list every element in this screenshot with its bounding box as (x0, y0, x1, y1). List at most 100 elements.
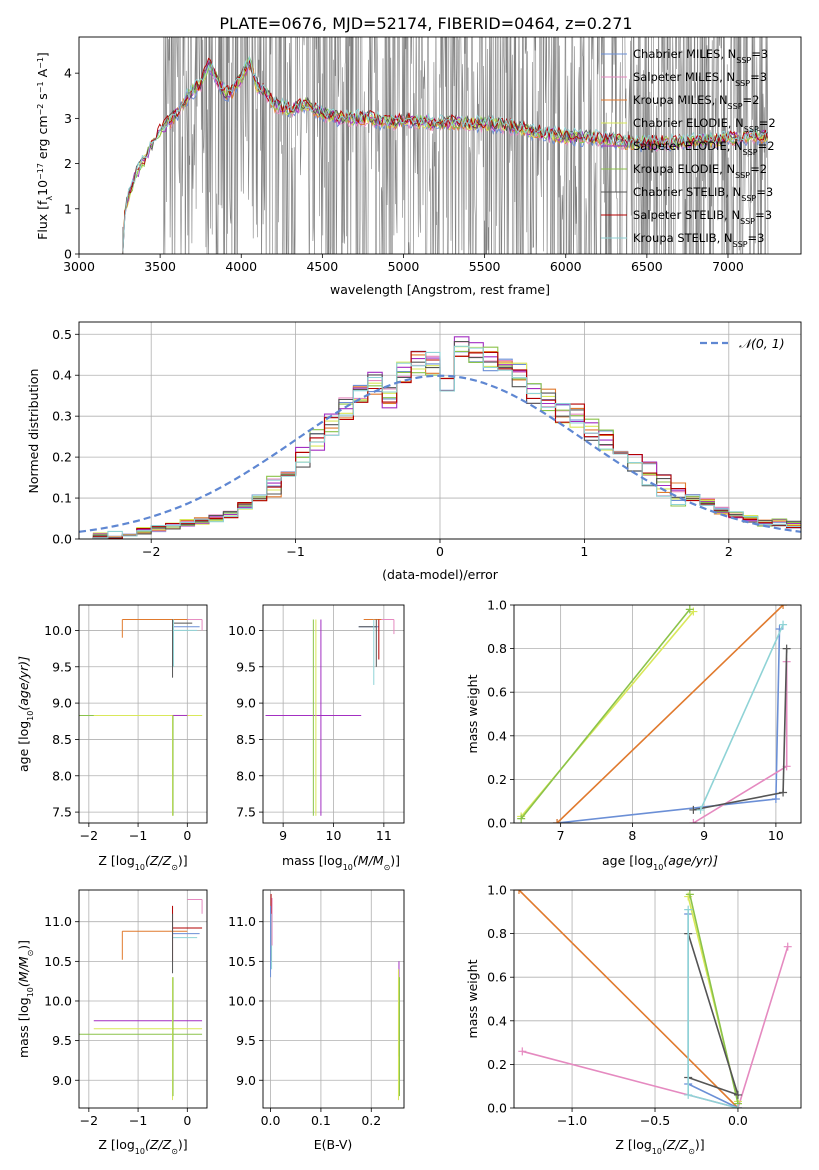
label-part: =2 (750, 162, 767, 176)
x-tick-label: 1 (580, 544, 588, 559)
label-part: −1 (36, 81, 45, 93)
label-part: =3 (751, 47, 768, 61)
series-marker (685, 605, 694, 614)
y-tick-label: 8.5 (52, 732, 72, 747)
label-part: 10 (652, 1147, 662, 1156)
y-tick-label: 0.0 (52, 532, 72, 547)
label-part: λ (45, 196, 54, 201)
x-tick-label: 9 (700, 828, 708, 843)
label-part: Z [log (615, 1137, 651, 1152)
legend-entry: Kroupa MILES, NSSP=2 (633, 93, 759, 111)
y-tick-label: 0.3 (52, 409, 72, 424)
y-tick-label: 9.0 (236, 1073, 256, 1088)
y-tick-label: 1.0 (487, 598, 507, 613)
y-tick-label: 0.8 (487, 926, 507, 941)
label-part: (Z/Z (145, 853, 172, 868)
y-tick-label: 9.0 (52, 1073, 72, 1088)
label-part: (age/yr)] (663, 853, 718, 868)
label-part: age [log (16, 721, 31, 772)
label-part: erg cm (35, 116, 50, 164)
label-part: =3 (755, 208, 772, 222)
figure-title: PLATE=0676, MJD=52174, FIBERID=0464, z=0… (219, 14, 632, 33)
plot-area-mass-vs-Z (79, 899, 203, 1101)
x-tick-label: 0 (436, 544, 444, 559)
x-tick-label: 7000 (712, 259, 744, 274)
series-marker (685, 890, 694, 899)
label-part: Chabrier STELIB, N (633, 185, 741, 199)
label-part: SSP (743, 148, 758, 157)
label-part: 10 (135, 863, 145, 872)
label-part: )] (390, 853, 400, 868)
label-part: (Z/Z (145, 1137, 172, 1152)
axes-frame (262, 604, 405, 824)
series-marker (514, 890, 523, 894)
histogram-step (79, 345, 801, 539)
axes-mass-vs-Z: −2 −1 09.09.510.010.511.0Z [log10(Z/Z⊙)]ma… (16, 889, 208, 1156)
x-axis-label: E(B-V) (314, 1137, 353, 1152)
series-line (687, 914, 739, 1108)
label-part: −1 (36, 57, 45, 69)
y-tick-label: 8.5 (236, 732, 256, 747)
x-tick-label: −1 (129, 1113, 147, 1128)
series-marker (518, 1047, 527, 1056)
label-part: =2 (743, 93, 760, 107)
legend-entry: Salpeter STELIB, NSSP=3 (633, 208, 772, 226)
label-part: )] (695, 1137, 705, 1152)
series-marker (517, 814, 526, 823)
series-line (699, 624, 784, 811)
label-part: −2 (36, 104, 45, 116)
label-part: Kroupa ELODIE, N (633, 162, 735, 176)
y-axis-label: mass [log10(M/M⊙)] (16, 940, 35, 1058)
series-marker (779, 620, 788, 629)
label-part: Z [log (98, 853, 134, 868)
label-part: Flux [f (35, 200, 50, 240)
y-tick-label: 3 (64, 111, 72, 126)
axes-age-vs-Z: −2 −1 07.58.08.59.09.510.0Z [log10(Z/Z⊙)]a… (16, 604, 208, 872)
x-tick-label: 0.0 (728, 1113, 748, 1128)
y-axis-label: mass weight (465, 674, 480, 753)
x-tick-label: 5500 (469, 259, 501, 274)
legend-entry: Kroupa ELODIE, NSSP=2 (633, 162, 767, 180)
x-tick-label: −2 (142, 544, 160, 559)
series-marker (782, 644, 791, 653)
x-tick-label: 6500 (631, 259, 663, 274)
series-line (518, 890, 739, 1108)
x-tick-label: 0.1 (311, 1113, 331, 1128)
y-tick-label: 1.0 (487, 883, 507, 898)
y-tick-label: 10.0 (44, 993, 72, 1008)
label-part: SSP (728, 102, 743, 111)
x-tick-label: −1 (286, 544, 304, 559)
label-part: mass [log (16, 997, 31, 1058)
series-marker (684, 1090, 693, 1099)
series-line (687, 933, 740, 1097)
x-tick-label: 3000 (63, 259, 95, 274)
x-tick-label: −0.5 (640, 1113, 670, 1128)
y-tick-label: 7.5 (236, 805, 256, 820)
series-marker (684, 905, 693, 914)
x-tick-label: 0.2 (361, 1113, 381, 1128)
label-part: Salpeter STELIB, N (633, 208, 740, 222)
axes-frame (78, 604, 208, 824)
series-marker (733, 1104, 742, 1108)
axes-residual-histogram: −2 −1 0 1 2 0.0 0.1 0.2 0.3 0.4 0.5 𝒩(0, 1) (data-mo… (26, 321, 802, 582)
label-part: Kroupa MILES, N (633, 93, 728, 107)
y-axis-label: age [log10(age/yr)] (16, 656, 35, 772)
series-marker (783, 942, 792, 951)
x-tick-label: 2 (725, 544, 733, 559)
x-axis-label: (data-model)/error (382, 567, 499, 582)
plot-area-massweight-vs-Z (514, 890, 792, 1108)
series-line (520, 608, 691, 820)
label-part: =2 (758, 139, 775, 153)
label-part: ⊙ (171, 1147, 178, 1156)
label-part: SSP (744, 125, 759, 134)
x-tick-label: 3500 (144, 259, 176, 274)
x-tick-label: 10 (768, 828, 784, 843)
y-tick-label: 9.5 (52, 1033, 72, 1048)
plot-area-massweight-vs-age (517, 605, 791, 823)
y-tick-label: 9.0 (52, 696, 72, 711)
axes-frame (78, 321, 802, 540)
legend-entry: Chabrier MILES, NSSP=3 (633, 47, 768, 65)
axes-frame (262, 889, 405, 1109)
